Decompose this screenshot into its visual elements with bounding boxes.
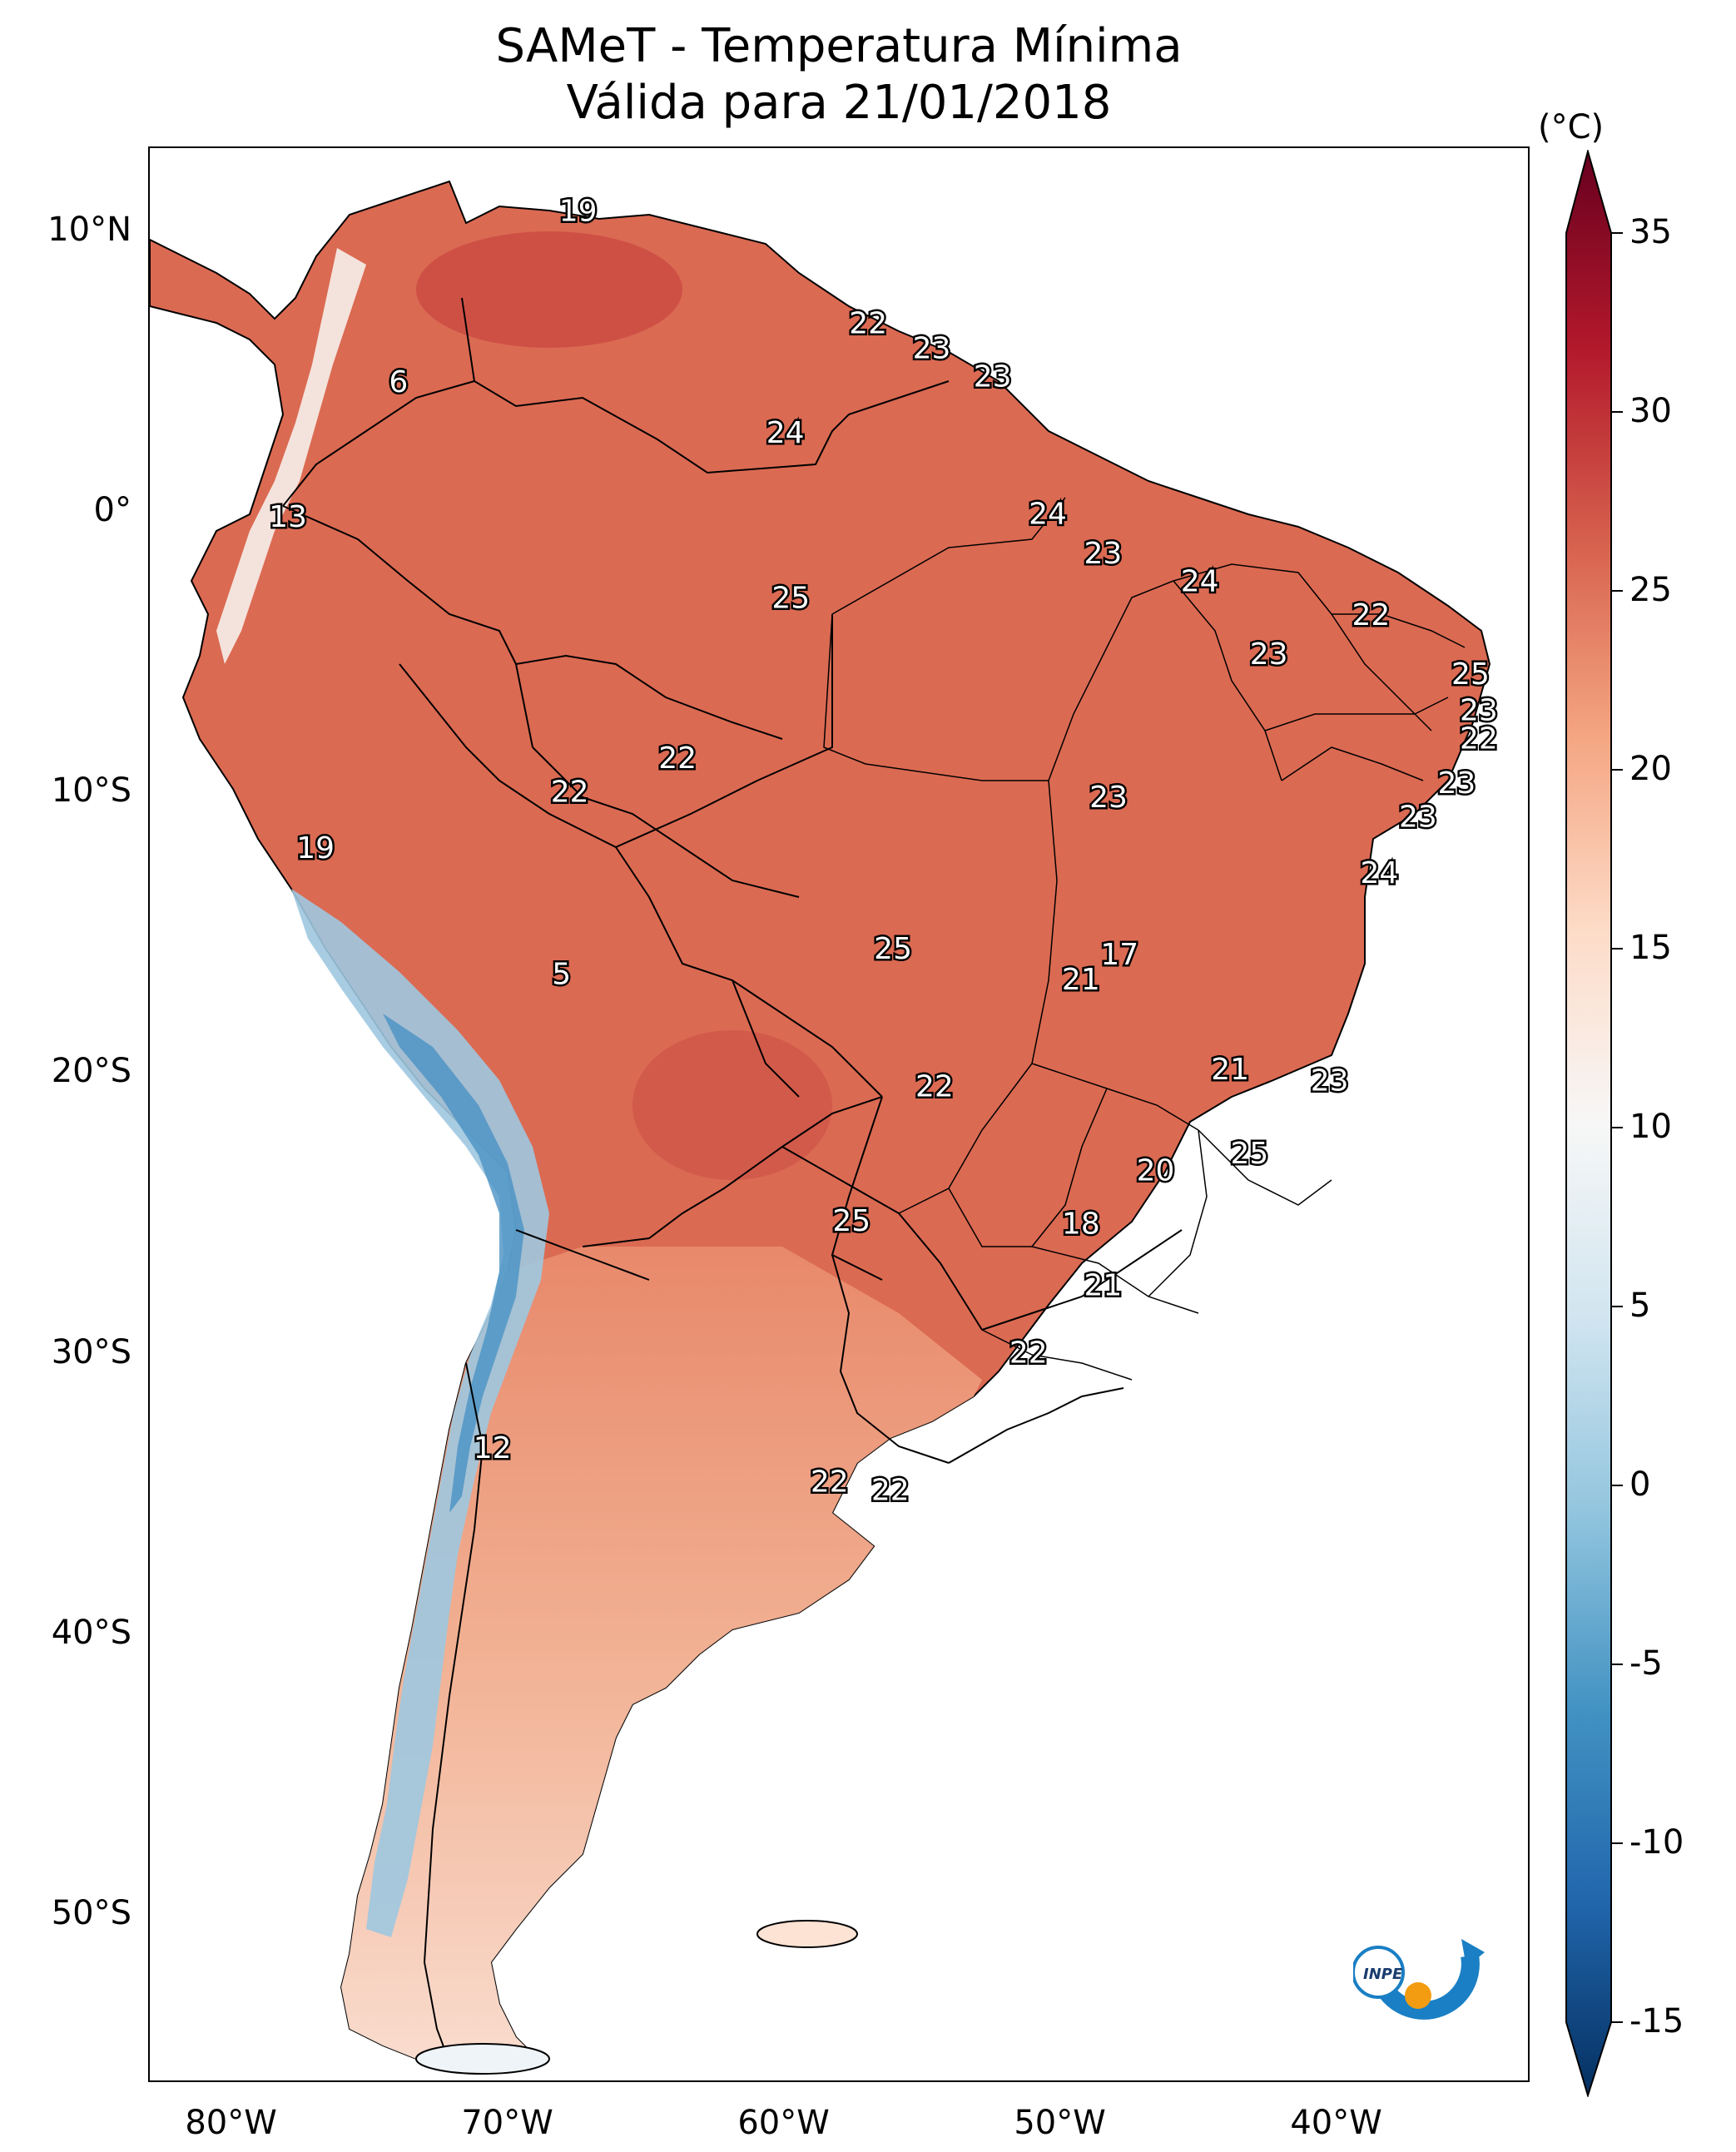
- temperature-label: 25: [832, 1204, 870, 1238]
- temperature-label: 19: [296, 831, 335, 865]
- temperature-label: 12: [474, 1431, 512, 1465]
- colorbar-unit: (°C): [1538, 108, 1605, 146]
- colorbar-tick-label: 10: [1629, 1108, 1672, 1146]
- colorbar-tick-label: 20: [1629, 750, 1672, 788]
- longitude-label: 50°W: [1014, 2104, 1106, 2142]
- temperature-label: 24: [1029, 498, 1067, 532]
- temperature-label: 17: [1100, 938, 1138, 972]
- falkland-islands: [756, 1920, 858, 1948]
- colorbar-tick: [1611, 948, 1623, 950]
- andes-core-band: [383, 1014, 524, 1513]
- colorbar-tick-label: 35: [1629, 213, 1672, 251]
- latitude-label: 50°S: [51, 1893, 131, 1932]
- temperature-label: 6: [389, 365, 408, 399]
- temperature-label: 18: [1062, 1207, 1100, 1241]
- temperature-label: 23: [1460, 694, 1498, 728]
- longitude-label: 60°W: [737, 2104, 830, 2142]
- temperature-label: 23: [1311, 1064, 1349, 1098]
- temperature-label: 13: [269, 500, 307, 534]
- temperature-label: 23: [1250, 637, 1288, 672]
- colorbar-tick: [1611, 1485, 1623, 1486]
- temperature-label: 25: [1230, 1137, 1268, 1171]
- temperature-label: 23: [1089, 781, 1128, 815]
- latitude-label: 0°: [93, 491, 131, 530]
- colorbar-tick-label: -15: [1629, 2002, 1684, 2040]
- andes-north-band: [216, 248, 366, 664]
- latitude-label: 10°N: [47, 211, 131, 250]
- temperature-label: 24: [1360, 856, 1398, 890]
- longitude-label: 80°W: [185, 2104, 277, 2142]
- longitude-label: 70°W: [461, 2104, 553, 2142]
- colorbar-tick-label: 25: [1629, 571, 1672, 609]
- colorbar-tick-label: -5: [1629, 1644, 1663, 1683]
- country-borders: [282, 297, 1183, 2063]
- colorbar-tick: [1611, 1664, 1623, 1665]
- temperature-label: 22: [551, 775, 589, 809]
- temperature-label: 24: [766, 416, 805, 450]
- temperature-label: 23: [974, 359, 1012, 394]
- temperature-label: 23: [1437, 766, 1476, 801]
- temperature-label: 22: [915, 1069, 954, 1103]
- colorbar-tick-label: 5: [1629, 1287, 1651, 1325]
- colorbar-tick: [1611, 1306, 1623, 1307]
- title-line-2: Válida para 21/01/2018: [566, 76, 1112, 130]
- inpe-logo-text: INPE: [1363, 1966, 1403, 1983]
- state-borders: [823, 497, 1466, 1381]
- colorbar-tick: [1611, 769, 1623, 771]
- colorbar-tick: [1611, 232, 1623, 234]
- temperature-label: 21: [1062, 963, 1100, 997]
- temperature-label: 22: [811, 1465, 849, 1500]
- temperature-label: 22: [849, 306, 887, 340]
- temperature-label: 22: [871, 1474, 910, 1508]
- map-title: SAMeT - Temperatura Mínima Válida para 2…: [148, 18, 1530, 131]
- temperature-label: 21: [1084, 1269, 1122, 1303]
- colorbar-tick-label: -10: [1629, 1823, 1684, 1862]
- colorbar-tick: [1611, 590, 1623, 592]
- temperature-label: 22: [658, 741, 697, 776]
- temperature-label: 25: [874, 932, 912, 966]
- southern-cone-shading: [341, 1247, 982, 2070]
- tierra-del-fuego: [415, 2043, 550, 2075]
- title-line-1: SAMeT - Temperatura Mínima: [495, 19, 1183, 73]
- temperature-label: 25: [771, 582, 810, 616]
- colorbar: [1565, 150, 1612, 2097]
- latitude-label: 30°S: [51, 1332, 131, 1371]
- longitude-label: 40°W: [1290, 2104, 1382, 2142]
- latitude-label: 20°S: [51, 1052, 131, 1091]
- inpe-logo-icon: INPE: [1352, 1939, 1485, 2020]
- colorbar-tick-label: 15: [1629, 929, 1672, 967]
- warm-core-chaco: [632, 1030, 832, 1180]
- temperature-label: 20: [1137, 1153, 1175, 1188]
- inpe-logo: INPE: [1352, 1922, 1495, 2039]
- colorbar-tick: [1611, 2021, 1623, 2023]
- latitude-label: 40°S: [51, 1613, 131, 1652]
- colorbar-tick-label: 0: [1629, 1465, 1651, 1504]
- temperature-label: 24: [1181, 565, 1219, 599]
- temperature-label: 22: [1352, 598, 1391, 632]
- temperature-label: 22: [1460, 721, 1498, 756]
- temperature-label: 23: [913, 332, 951, 366]
- temperature-label: 5: [552, 957, 571, 991]
- temperature-label: 19: [559, 195, 598, 229]
- temperature-label: 21: [1211, 1053, 1249, 1087]
- temperature-label: 23: [1399, 801, 1437, 835]
- colorbar-tick: [1611, 1127, 1623, 1128]
- colorbar-tick: [1611, 411, 1623, 413]
- latitude-label: 10°S: [51, 771, 131, 811]
- map-frame: 19 6 13 22 23 23 24 24 23 24 22 25 23 25 23 22 23 22 22 23 2…: [148, 146, 1530, 2082]
- colorbar-gradient: [1565, 150, 1612, 2097]
- temperature-label: 23: [1084, 537, 1122, 571]
- warm-core-venezuela: [416, 231, 682, 348]
- temperature-label: 22: [1009, 1336, 1048, 1371]
- temperature-label: 25: [1451, 657, 1490, 692]
- colorbar-tick-label: 30: [1629, 392, 1672, 430]
- colorbar-tick: [1611, 1842, 1623, 1844]
